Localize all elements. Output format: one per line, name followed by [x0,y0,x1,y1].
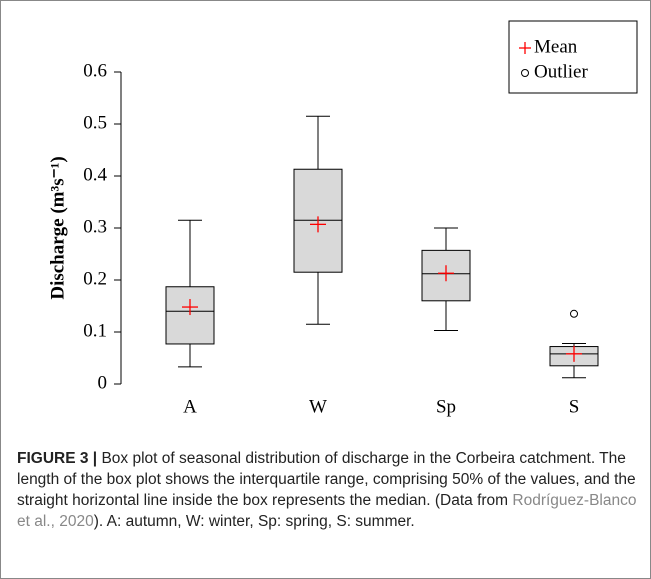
y-tick-label: 0.4 [83,164,107,185]
caption-text: Box plot of seasonal distribution of dis… [17,450,636,509]
outlier [570,309,578,318]
mean-marker [566,345,582,362]
mean-marker [310,216,326,233]
y-tick-label: 0.6 [83,60,107,81]
legend-mean-symbol [519,42,531,54]
x-tick-label: A [183,396,197,417]
caption: FIGURE 3 | Box plot of seasonal distribu… [17,448,637,532]
box [165,286,215,345]
legend-box [508,20,638,94]
caption-label: FIGURE 3 | [17,450,98,467]
chart: Discharge (m³s⁻¹) 0 0.1 0.2 0.3 0.4 0.5 0.6 A W S… [47,20,638,417]
caption-link[interactable]: Rodríguez-Blanco et al., 2020 [17,492,637,530]
y-tick-label: 0 [98,372,108,393]
x-tick-label: W [309,396,327,417]
y-tick-label: 0.5 [83,112,107,133]
x-tick-label: S [569,396,580,417]
y-axis-label: Discharge (m³s⁻¹) [47,156,68,299]
mean-marker [182,299,198,316]
caption-text: ). A: autumn, W: winter, Sp: spring, S: … [93,513,415,530]
y-tick-label: 0.3 [83,216,107,237]
legend-label: Outlier [534,61,588,82]
y-tick-label: 0.2 [83,268,107,289]
legend-label: Mean [534,36,578,57]
mean-marker [438,265,454,282]
legend-outlier-symbol [521,69,529,77]
y-tick-label: 0.1 [83,320,107,341]
x-tick-label: Sp [436,396,456,417]
